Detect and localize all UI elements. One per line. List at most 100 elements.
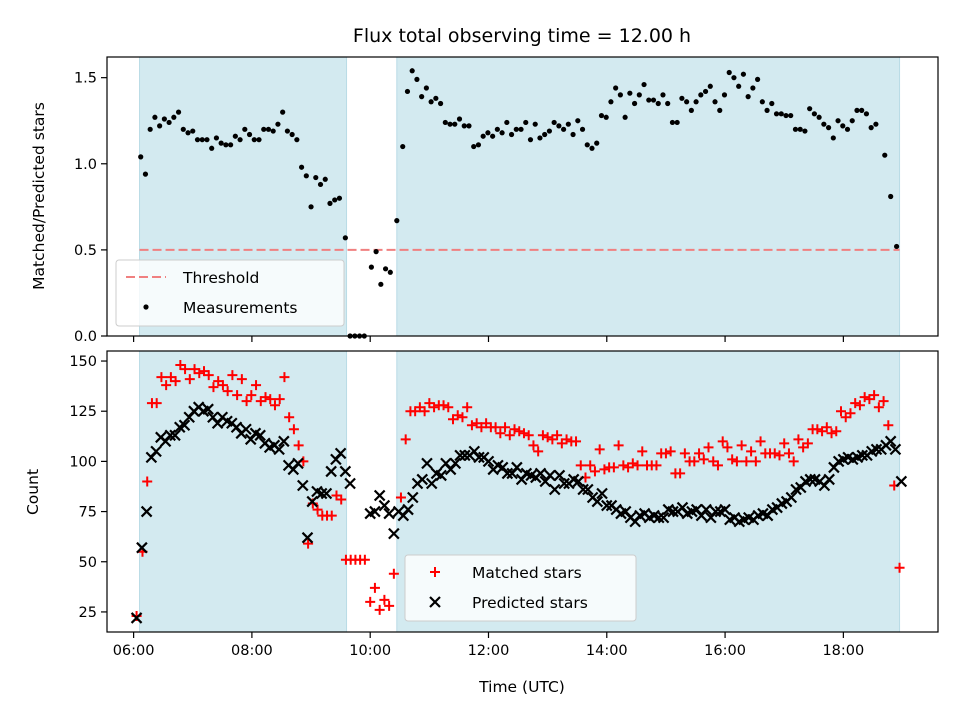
predicted-point-8	[169, 429, 181, 442]
measurement-point-7	[171, 114, 177, 120]
measurement-point-115	[688, 107, 694, 113]
ratio-panel: 0.0 0.5 1.0 1.5 Threshold Measurements	[74, 56, 939, 345]
matched-point-22	[236, 374, 247, 385]
matched-point-111	[660, 448, 671, 459]
measurement-point-111	[669, 119, 676, 126]
matched-point-127	[736, 440, 747, 451]
measurement-point-79	[518, 126, 524, 132]
measurement-point-3	[152, 114, 158, 120]
predicted-point-157	[889, 443, 902, 456]
measurement-point-14	[204, 137, 210, 143]
measurement-point-48	[368, 264, 374, 270]
measurement-point-121	[717, 107, 723, 113]
measurement-point-60	[428, 99, 434, 105]
x-tick-label: 18:00	[822, 643, 864, 659]
measurement-point-130	[759, 99, 765, 105]
measurement-point-31	[284, 128, 290, 134]
matched-point-21	[232, 390, 243, 401]
measurement-point-8	[175, 109, 182, 115]
measurement-point-147	[840, 123, 846, 129]
matched-point-2	[142, 476, 153, 487]
y-axis-label-count: Count	[24, 469, 42, 515]
count-panel: 25 50 75 100 125 150 06:00 08:00 10:00 12:00 14:00…	[69, 350, 939, 659]
matched-point-95	[585, 460, 596, 471]
matched-point-153	[859, 392, 870, 403]
measurement-point-108	[655, 100, 661, 107]
measurement-point-10	[185, 130, 191, 136]
legend-1: Matched stars Predicted stars	[404, 554, 637, 622]
measurement-point-77	[508, 131, 515, 138]
measurement-point-142	[816, 114, 822, 120]
predicted-point-36	[301, 531, 314, 544]
measurement-point-66	[456, 116, 463, 122]
predicted-point-91	[577, 483, 589, 496]
measurement-point-69	[471, 143, 477, 150]
predicted-point-47	[369, 505, 381, 518]
measurement-point-137	[792, 126, 799, 132]
x-tick-label: 06:00	[113, 643, 155, 659]
matched-point-36	[303, 538, 314, 549]
measurement-point-146	[835, 118, 841, 124]
matched-point-141	[802, 438, 813, 449]
measurement-point-97	[603, 114, 609, 120]
measurement-point-43	[342, 235, 348, 241]
measurement-point-143	[821, 121, 827, 127]
predicted-point-139	[804, 473, 817, 486]
matched-point-23	[241, 396, 252, 407]
predicted-point-86	[553, 469, 566, 482]
matched-point-33	[288, 424, 299, 435]
predicted-point-84	[544, 469, 556, 482]
measurement-point-153	[868, 125, 874, 131]
predicted-point-156	[884, 435, 897, 448]
matched-point-157	[878, 396, 889, 407]
predicted-point-90	[572, 475, 585, 488]
predicted-point-66	[459, 449, 471, 462]
measurement-point-114	[684, 99, 690, 105]
measurement-point-37	[313, 174, 319, 181]
measurement-point-2	[147, 126, 153, 132]
matched-point-10	[180, 364, 191, 375]
matched-point-143	[812, 424, 823, 435]
measurement-point-38	[317, 181, 324, 188]
matched-point-78	[504, 430, 515, 441]
predicted-point-57	[416, 473, 429, 486]
measurement-point-17	[218, 140, 224, 146]
matched-point-105	[632, 460, 643, 471]
measurement-point-55	[404, 88, 411, 95]
measurement-point-13	[199, 137, 205, 143]
matched-point-85	[537, 430, 548, 441]
measurement-point-98	[608, 99, 614, 105]
matched-point-124	[722, 442, 733, 453]
matched-point-5	[156, 372, 167, 383]
measurement-point-87	[556, 123, 562, 129]
predicted-point-54	[402, 503, 414, 516]
measurement-point-15	[209, 145, 215, 151]
legend-label: Threshold	[182, 269, 259, 287]
matched-point-84	[533, 446, 544, 457]
measurement-point-86	[551, 119, 557, 126]
x-tick-label: 12:00	[468, 643, 510, 659]
matched-point-101	[613, 440, 624, 451]
predicted-point-30	[273, 443, 285, 456]
measurement-point-5	[161, 116, 167, 122]
measurement-point-125	[736, 83, 742, 89]
matched-point-125	[727, 454, 738, 465]
matched-point-75	[490, 422, 501, 433]
matched-point-50	[369, 582, 380, 593]
matched-point-130	[750, 456, 761, 467]
predicted-point-117	[700, 503, 712, 516]
measurement-point-26	[261, 126, 267, 132]
measurement-point-56	[409, 68, 415, 74]
predicted-point-1	[136, 541, 148, 554]
predicted-point-121	[719, 503, 731, 516]
matched-point-158	[883, 420, 894, 431]
measurement-point-140	[807, 106, 813, 112]
measurement-point-1	[142, 171, 149, 177]
measurement-point-28	[270, 128, 276, 134]
measurement-point-84	[542, 131, 548, 138]
measurement-point-96	[598, 112, 605, 119]
matched-point-31	[279, 372, 290, 383]
measurement-point-11	[190, 128, 196, 134]
matched-point-115	[679, 448, 690, 459]
matched-point-155	[869, 390, 880, 401]
